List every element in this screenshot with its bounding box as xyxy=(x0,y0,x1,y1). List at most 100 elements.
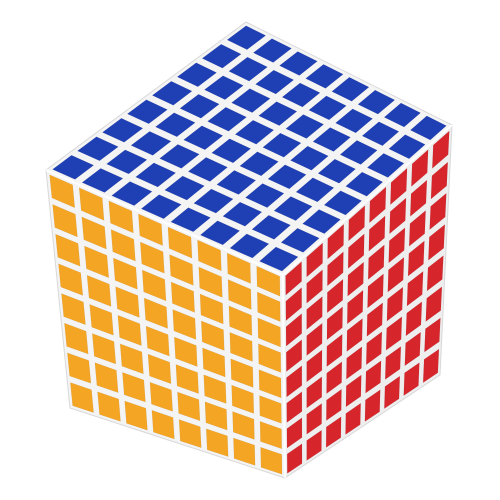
right-sticker xyxy=(306,295,323,330)
top-sticker xyxy=(226,25,267,50)
left-sticker xyxy=(81,216,107,250)
left-sticker xyxy=(178,419,202,449)
cube xyxy=(45,21,453,479)
right-sticker xyxy=(286,443,303,474)
top-sticker xyxy=(234,119,275,145)
top-sticker xyxy=(312,127,351,152)
right-sticker xyxy=(385,316,403,351)
left-sticker xyxy=(61,293,86,326)
left-sticker xyxy=(203,374,227,404)
top-sticker xyxy=(388,134,426,159)
left-sticker xyxy=(197,239,222,272)
right-sticker xyxy=(409,179,428,217)
left-sticker xyxy=(138,213,163,247)
left-sticker xyxy=(230,358,254,388)
right-sticker xyxy=(326,388,342,422)
left-sticker xyxy=(70,382,94,413)
left-sticker xyxy=(204,401,228,431)
right-sticker xyxy=(405,301,423,337)
left-sticker xyxy=(257,317,281,348)
left-sticker xyxy=(169,254,194,286)
top-sticker xyxy=(262,132,302,158)
right-sticker xyxy=(306,402,322,435)
top-sticker xyxy=(409,115,447,141)
left-sticker xyxy=(143,297,168,329)
top-sticker xyxy=(281,82,321,108)
left-sticker xyxy=(205,428,229,457)
right-sticker xyxy=(346,289,364,325)
top-sticker xyxy=(357,89,396,115)
cube-edge xyxy=(45,169,284,276)
left-sticker xyxy=(258,369,282,399)
right-sticker xyxy=(407,240,425,277)
right-sticker xyxy=(403,362,420,397)
top-sticker xyxy=(279,51,318,76)
left-sticker xyxy=(119,343,144,375)
right-sticker xyxy=(387,256,405,293)
top-sticker xyxy=(176,62,218,87)
top-sticker xyxy=(183,125,224,151)
right-sticker xyxy=(366,302,383,337)
left-sticker xyxy=(167,226,193,259)
right-sticker xyxy=(404,331,421,367)
top-sticker xyxy=(101,117,144,143)
left-sticker xyxy=(232,411,255,440)
top-sticker xyxy=(339,140,378,165)
top-sticker xyxy=(228,56,268,82)
right-sticker xyxy=(345,402,361,435)
left-sticker xyxy=(256,291,281,323)
left-sticker xyxy=(52,204,78,238)
top-sticker xyxy=(211,138,252,164)
top-sticker xyxy=(187,157,229,182)
top-sticker xyxy=(231,88,271,113)
right-sticker xyxy=(388,227,406,264)
right-sticker xyxy=(384,375,401,410)
top-sticker xyxy=(130,131,172,156)
top-sticker xyxy=(280,227,320,253)
top-sticker xyxy=(251,214,292,240)
right-sticker xyxy=(408,209,426,247)
top-sticker xyxy=(289,145,329,171)
top-sticker xyxy=(305,64,344,89)
left-sticker xyxy=(175,364,199,395)
right-sticker xyxy=(364,389,381,423)
left-sticker xyxy=(259,395,282,424)
left-sticker xyxy=(78,187,105,221)
top-sticker xyxy=(111,181,153,206)
right-sticker xyxy=(386,286,404,322)
right-sticker xyxy=(326,361,343,395)
right-sticker xyxy=(428,223,446,261)
left-sticker xyxy=(256,265,281,297)
top-sticker xyxy=(170,207,211,233)
left-sticker xyxy=(141,269,167,302)
right-sticker xyxy=(369,186,387,224)
left-sticker xyxy=(124,400,148,431)
right-sticker xyxy=(326,333,343,368)
left-sticker xyxy=(147,353,172,385)
right-sticker xyxy=(425,286,443,322)
left-sticker xyxy=(55,233,81,267)
left-sticker xyxy=(64,322,89,355)
top-sticker xyxy=(201,43,242,69)
top-sticker xyxy=(151,80,193,106)
right-sticker xyxy=(347,261,364,297)
right-sticker xyxy=(286,365,303,398)
right-sticker xyxy=(429,192,447,231)
left-sticker xyxy=(170,281,195,313)
left-sticker xyxy=(228,305,253,336)
left-sticker xyxy=(199,293,224,325)
top-sticker xyxy=(135,162,177,188)
right-sticker xyxy=(285,261,302,296)
left-sticker xyxy=(58,263,84,296)
top-sticker xyxy=(331,76,370,102)
top-sticker xyxy=(244,183,285,208)
top-sticker xyxy=(317,158,357,184)
left-face-stickers xyxy=(49,174,283,475)
left-sticker xyxy=(67,352,92,384)
right-sticker xyxy=(390,167,408,206)
left-sticker xyxy=(89,303,114,336)
top-sticker xyxy=(285,114,325,139)
right-sticker xyxy=(326,278,344,314)
right-sticker xyxy=(384,345,402,380)
